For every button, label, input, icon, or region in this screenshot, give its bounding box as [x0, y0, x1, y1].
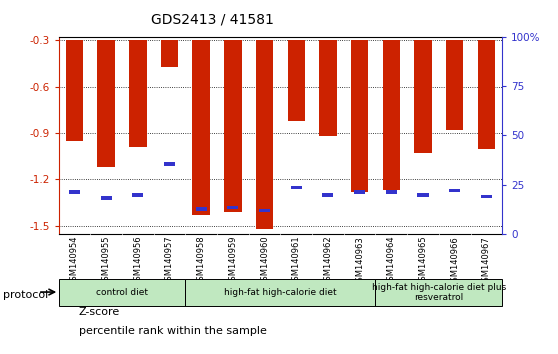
- Bar: [417, 193, 429, 197]
- Bar: [481, 195, 492, 198]
- Bar: [66, 40, 83, 141]
- Bar: [323, 193, 334, 197]
- Bar: [129, 40, 147, 147]
- Text: GSM140966: GSM140966: [450, 236, 459, 287]
- Text: GDS2413 / 41581: GDS2413 / 41581: [151, 12, 273, 27]
- Bar: [256, 40, 273, 229]
- Text: GSM140956: GSM140956: [133, 236, 142, 286]
- Bar: [291, 185, 302, 189]
- FancyBboxPatch shape: [185, 279, 376, 306]
- Text: percentile rank within the sample: percentile rank within the sample: [79, 326, 267, 336]
- Bar: [164, 162, 175, 166]
- Text: GSM140958: GSM140958: [196, 236, 206, 286]
- Bar: [100, 196, 112, 200]
- Text: GSM140967: GSM140967: [482, 236, 491, 287]
- Text: GSM140960: GSM140960: [260, 236, 269, 286]
- Text: GSM140955: GSM140955: [102, 236, 110, 286]
- Bar: [446, 40, 463, 130]
- Bar: [132, 193, 143, 197]
- Bar: [383, 40, 400, 190]
- Bar: [386, 190, 397, 194]
- Text: GSM140963: GSM140963: [355, 236, 364, 287]
- Text: GSM140959: GSM140959: [228, 236, 237, 286]
- Bar: [69, 190, 80, 194]
- Bar: [161, 40, 178, 67]
- Bar: [319, 40, 336, 136]
- Text: GSM140961: GSM140961: [292, 236, 301, 286]
- Text: Z-score: Z-score: [79, 307, 120, 317]
- Text: GSM140954: GSM140954: [70, 236, 79, 286]
- Text: control diet: control diet: [96, 288, 148, 297]
- Bar: [98, 40, 115, 167]
- FancyBboxPatch shape: [59, 279, 185, 306]
- Bar: [449, 189, 460, 192]
- Text: GSM140965: GSM140965: [418, 236, 427, 286]
- Bar: [414, 40, 432, 153]
- Bar: [193, 40, 210, 215]
- Text: high-fat high-calorie diet: high-fat high-calorie diet: [224, 288, 336, 297]
- Text: GSM140962: GSM140962: [324, 236, 333, 286]
- Bar: [478, 40, 495, 149]
- Bar: [196, 207, 206, 211]
- Text: high-fat high-calorie diet plus
resveratrol: high-fat high-calorie diet plus resverat…: [372, 283, 506, 302]
- Text: GSM140957: GSM140957: [165, 236, 174, 286]
- Bar: [224, 40, 242, 212]
- Text: GSM140964: GSM140964: [387, 236, 396, 286]
- Text: protocol: protocol: [3, 290, 48, 299]
- Bar: [259, 209, 270, 212]
- Bar: [354, 190, 365, 194]
- Bar: [287, 40, 305, 121]
- Bar: [227, 206, 238, 209]
- Bar: [351, 40, 368, 192]
- FancyBboxPatch shape: [376, 279, 502, 306]
